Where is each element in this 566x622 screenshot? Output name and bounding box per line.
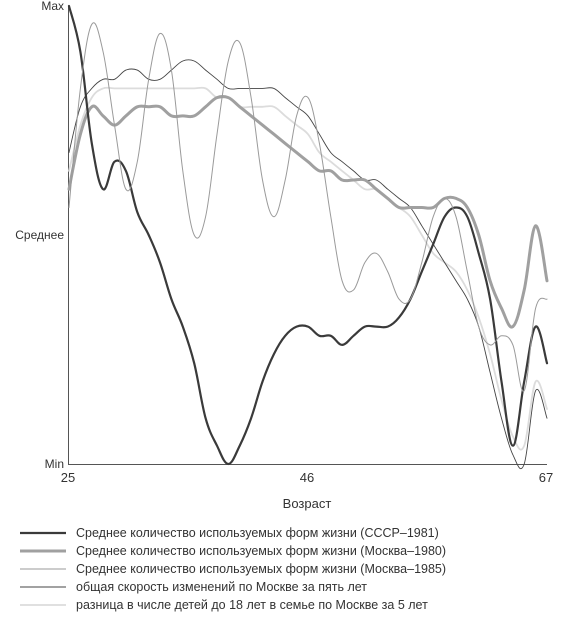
x-axis-title: Возраст bbox=[68, 496, 546, 511]
legend-label-moscow1980: Среднее количество используемых форм жиз… bbox=[76, 544, 446, 558]
chart-frame: Max Среднее Min 25 46 67 Возраст Среднее… bbox=[0, 0, 566, 622]
series-ussr1981 bbox=[69, 6, 547, 464]
x-tick-67: 67 bbox=[539, 470, 553, 485]
y-tick-min: Min bbox=[4, 457, 64, 471]
y-tick-max: Max bbox=[4, 0, 64, 13]
legend-item-kidsdiff: разница в числе детей до 18 лет в семье … bbox=[20, 598, 550, 612]
legend-item-ussr1981: Среднее количество используемых форм жиз… bbox=[20, 526, 550, 540]
legend-swatch-moscow1985 bbox=[20, 565, 66, 573]
legend-item-moscow1980: Среднее количество используемых форм жиз… bbox=[20, 544, 550, 558]
series-moscow1985 bbox=[69, 23, 547, 392]
legend-item-change5y: общая скорость изменений по Москве за пя… bbox=[20, 580, 550, 594]
plot-area bbox=[68, 6, 547, 465]
series-change5y bbox=[69, 60, 547, 469]
legend-label-ussr1981: Среднее количество используемых форм жиз… bbox=[76, 526, 439, 540]
legend-label-change5y: общая скорость изменений по Москве за пя… bbox=[76, 580, 367, 594]
legend-swatch-moscow1980 bbox=[20, 547, 66, 555]
lines-svg bbox=[69, 6, 547, 464]
legend-swatch-kidsdiff bbox=[20, 601, 66, 609]
legend: Среднее количество используемых форм жиз… bbox=[20, 526, 550, 616]
x-tick-46: 46 bbox=[300, 470, 314, 485]
series-moscow1980 bbox=[69, 96, 547, 327]
x-tick-25: 25 bbox=[61, 470, 75, 485]
legend-label-moscow1985: Среднее количество используемых форм жиз… bbox=[76, 562, 446, 576]
legend-item-moscow1985: Среднее количество используемых форм жиз… bbox=[20, 562, 550, 576]
legend-swatch-change5y bbox=[20, 583, 66, 591]
legend-swatch-ussr1981 bbox=[20, 529, 66, 537]
y-tick-mid: Среднее bbox=[4, 228, 64, 242]
legend-label-kidsdiff: разница в числе детей до 18 лет в семье … bbox=[76, 598, 428, 612]
